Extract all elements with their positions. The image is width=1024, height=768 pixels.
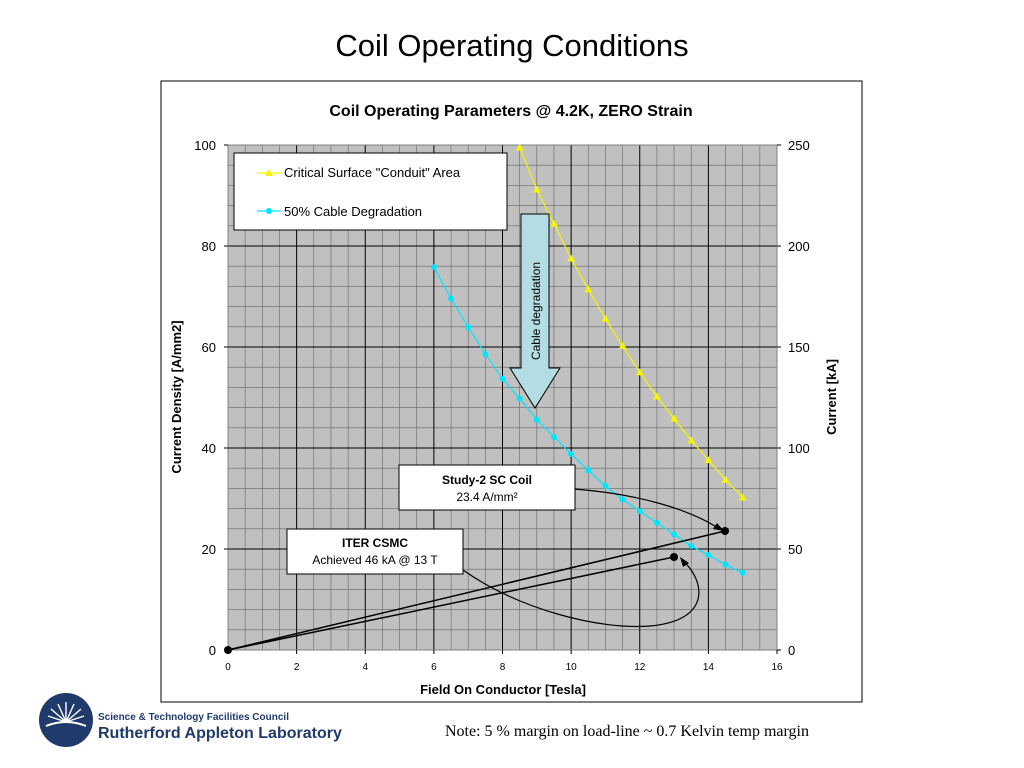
lab-name: Rutherford Appleton Laboratory (98, 725, 342, 742)
series-point-critical (601, 314, 610, 322)
series-point-degradation (516, 395, 523, 402)
series-line-0 (519, 147, 744, 498)
series-point-critical (532, 185, 541, 193)
study2-callout-arrowhead (713, 523, 724, 531)
x-tick-label: 6 (431, 662, 437, 673)
study2-point (721, 527, 729, 535)
series-point-degradation (653, 519, 660, 526)
series-point-degradation (636, 508, 643, 515)
y2-tick-label: 200 (788, 239, 810, 254)
series-point-critical (584, 285, 593, 293)
y2-tick-label: 100 (788, 441, 810, 456)
x-tick-label: 8 (500, 662, 506, 673)
series-point-critical (515, 143, 524, 151)
y-tick-label: 0 (209, 643, 216, 658)
iter-callout-title: ITER CSMC (342, 536, 408, 550)
series-point-critical (670, 414, 679, 422)
council-name: Science & Technology Facilities Council (98, 712, 289, 723)
series-point-degradation (671, 531, 678, 538)
series-point-critical (652, 392, 661, 400)
x-tick-label: 10 (566, 662, 578, 673)
y-axis-label: Current Density [A/mm2] (169, 320, 184, 473)
y2-tick-label: 0 (788, 643, 795, 658)
y-tick-label: 60 (202, 340, 216, 355)
iter-load-line (227, 556, 675, 651)
iter-callout-value: Achieved 46 kA @ 13 T (312, 553, 438, 567)
x-axis-label: Field On Conductor [Tesla] (420, 682, 586, 697)
series-point-degradation (739, 569, 746, 576)
study2-callout-value: 23.4 A/mm² (456, 490, 517, 504)
x-axis-ticks: 0 2 4 6 8 10 12 14 16 (225, 650, 783, 673)
study2-callout-title: Study-2 SC Coil (442, 473, 532, 487)
y2-axis-ticks: 0 50 100 150 200 250 (777, 138, 810, 658)
series-point-degradation (585, 467, 592, 474)
stfc-logo: Science & Technology Facilities Council … (38, 690, 378, 750)
iter-point (670, 553, 678, 561)
series-point-degradation (688, 542, 695, 549)
legend-label-critical: Critical Surface "Conduit" Area (284, 165, 461, 180)
series-point-critical (721, 475, 730, 483)
series-point-degradation (533, 416, 540, 423)
x-tick-label: 0 (225, 662, 231, 673)
legend (233, 152, 508, 231)
slide-title: Coil Operating Conditions (335, 28, 689, 63)
series-layer (430, 143, 747, 576)
y-tick-label: 20 (202, 542, 216, 557)
series-point-degradation (448, 295, 455, 302)
cable-degradation-arrow (509, 213, 561, 409)
origin-point (224, 646, 232, 654)
series-point-critical (687, 436, 696, 444)
series-point-degradation (722, 561, 729, 568)
series-point-degradation (602, 482, 609, 489)
series-point-critical (738, 493, 747, 501)
iter-callout-box (286, 528, 464, 575)
series-point-critical (549, 219, 558, 227)
x-tick-label: 16 (771, 662, 783, 673)
series-point-degradation (430, 264, 437, 271)
y2-tick-label: 150 (788, 340, 810, 355)
x-tick-label: 12 (634, 662, 646, 673)
y2-tick-label: 250 (788, 138, 810, 153)
series-point-degradation (550, 433, 557, 440)
y-axis-ticks: 0 20 40 60 80 100 (194, 138, 228, 658)
legend-marker-circle (266, 208, 272, 214)
x-tick-label: 2 (294, 662, 300, 673)
study2-load-line (227, 530, 726, 651)
y-tick-label: 80 (202, 239, 216, 254)
series-point-critical (704, 456, 713, 464)
cable-degradation-label: Cable degradation (529, 262, 543, 360)
series-point-critical (567, 254, 576, 262)
margin-note: Note: 5 % margin on load-line ~ 0.7 Kelv… (445, 723, 809, 740)
y-tick-label: 100 (194, 138, 216, 153)
series-point-degradation (482, 351, 489, 358)
series-point-degradation (568, 451, 575, 458)
legend-label-degradation: 50% Cable Degradation (284, 204, 422, 219)
x-tick-label: 4 (362, 662, 368, 673)
x-tick-label: 14 (703, 662, 715, 673)
iter-callout-connector (462, 560, 700, 628)
series-point-degradation (619, 496, 626, 503)
study2-callout-connector (573, 488, 719, 529)
series-point-degradation (705, 552, 712, 559)
iter-callout-arrowhead (680, 557, 689, 567)
y2-tick-label: 50 (788, 542, 802, 557)
series-point-critical (618, 341, 627, 349)
y2-axis-label: Current [kA] (824, 359, 839, 435)
chart-title: Coil Operating Parameters @ 4.2K, ZERO S… (329, 103, 692, 120)
legend-marker-triangle (265, 169, 273, 176)
series-point-critical (635, 368, 644, 376)
sunrise-logo-icon (39, 693, 93, 747)
study2-callout-box (398, 464, 576, 511)
series-point-degradation (465, 324, 472, 331)
y-tick-label: 40 (202, 441, 216, 456)
series-point-degradation (499, 375, 506, 382)
